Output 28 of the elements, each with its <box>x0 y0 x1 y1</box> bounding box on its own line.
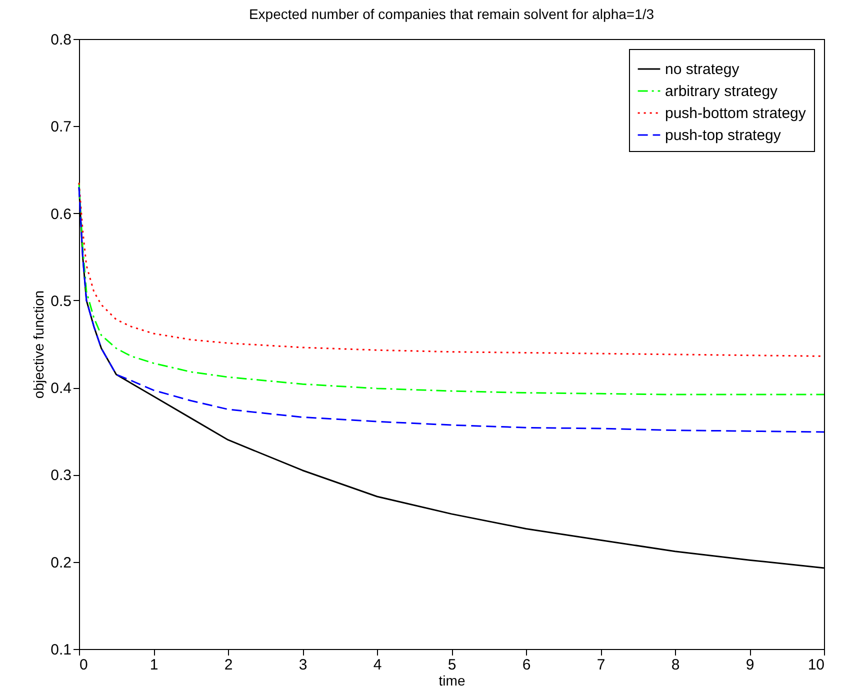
x-tick-label: 10 <box>808 656 824 674</box>
legend-label: push-top strategy <box>665 127 782 144</box>
x-tick-label: 4 <box>373 656 382 674</box>
x-tick-label: 6 <box>522 656 531 674</box>
legend-label: arbitrary strategy <box>665 83 778 100</box>
y-tick-label: 0.7 <box>50 118 72 136</box>
y-tick-label: 0.3 <box>50 467 72 484</box>
x-axis-title: time <box>438 672 466 688</box>
x-tick-label: 0 <box>80 656 88 674</box>
legend-label: push-bottom strategy <box>665 105 806 122</box>
x-tick-label: 5 <box>448 656 456 674</box>
line-series <box>78 186 825 433</box>
legend-label: no strategy <box>665 61 740 78</box>
x-tick-label: 7 <box>596 656 606 674</box>
x-tick-label: 8 <box>671 656 680 674</box>
y-tick-label: 0.8 <box>50 32 72 48</box>
y-tick-label: 0.6 <box>50 206 72 223</box>
x-tick-label: 3 <box>298 656 308 674</box>
y-tick-label: 0.5 <box>50 292 72 310</box>
y-tick-label: 0.2 <box>50 554 72 572</box>
y-tick-label: 0.4 <box>50 380 72 398</box>
x-tick-label: 2 <box>224 656 233 674</box>
x-tick-label: 1 <box>150 656 158 674</box>
x-tick-label: 9 <box>746 656 754 674</box>
y-tick-label: 0.1 <box>50 642 72 658</box>
line-series <box>78 182 825 396</box>
chart-title: Expected number of companies that remain solvent for alpha=1/3 <box>248 6 654 22</box>
y-axis-title: objective function <box>30 290 47 399</box>
